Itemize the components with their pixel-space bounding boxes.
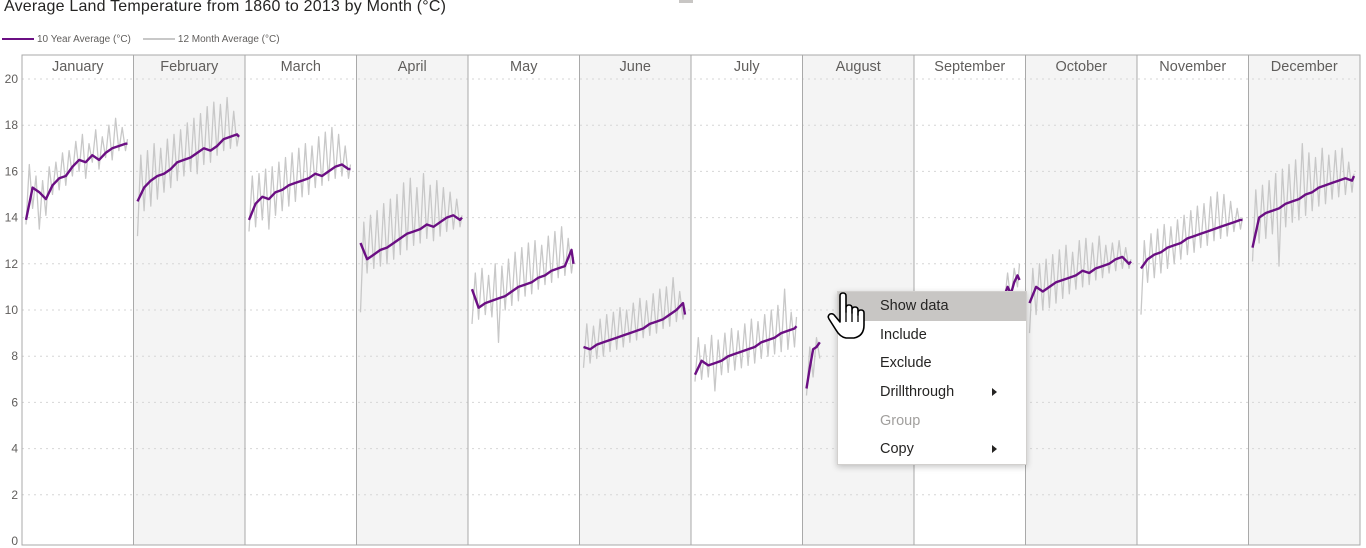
y-tick-label: 14	[5, 211, 19, 225]
menu-item-label: Include	[880, 326, 927, 343]
y-tick-label: 20	[5, 72, 19, 86]
series-12mo-line-january	[25, 117, 129, 230]
y-tick-label: 16	[5, 164, 19, 178]
month-header-january: January	[52, 59, 104, 75]
month-header-february: February	[160, 59, 219, 75]
series-12mo-line-may	[471, 226, 575, 343]
month-header-december: December	[1271, 59, 1338, 75]
menu-item-include[interactable]: Include	[838, 321, 1026, 350]
submenu-arrow-icon	[992, 445, 997, 454]
legend-swatch-10yr	[2, 38, 34, 40]
month-header-september: September	[934, 59, 1005, 75]
month-header-october: October	[1055, 59, 1107, 75]
series-10yr-line-january	[24, 142, 128, 221]
chart-title: Average Land Temperature from 1860 to 20…	[4, 0, 447, 15]
series-12mo-line-february	[136, 96, 240, 237]
series-10yr-line-may	[470, 248, 575, 309]
menu-item-label: Group	[880, 412, 921, 429]
visual-drag-handle[interactable]	[679, 0, 693, 3]
menu-item-group: Group	[838, 407, 1026, 436]
legend-swatch-12mo	[142, 38, 175, 40]
series-10yr-line-march	[247, 163, 351, 221]
series-10yr-line-september	[1003, 274, 1021, 297]
legend-label-12mo: 12 Month Average (°C)	[177, 33, 280, 45]
month-header-july: July	[734, 59, 761, 75]
month-header-november: November	[1159, 59, 1226, 75]
series-12mo-line-november	[1140, 191, 1244, 315]
menu-item-show-data[interactable]: Show data	[838, 292, 1026, 321]
menu-item-label: Exclude	[880, 355, 932, 372]
hand-cursor-icon	[827, 292, 865, 339]
series-12mo-line-march	[248, 126, 352, 232]
month-header-may: May	[510, 59, 538, 75]
series-10yr-line-july	[693, 325, 798, 376]
menu-item-copy[interactable]: Copy	[838, 435, 1026, 464]
y-tick-label: 8	[11, 349, 18, 363]
y-tick-label: 2	[11, 488, 18, 502]
series-10yr-line-december	[1251, 175, 1356, 248]
panel-band	[133, 55, 245, 545]
legend-item-10yr[interactable]: 10 Year Average (°C)	[2, 34, 131, 45]
y-tick-label: 12	[5, 257, 19, 271]
series-10yr-line-august	[805, 341, 821, 389]
month-header-june: June	[620, 59, 651, 75]
chart-legend: 10 Year Average (°C) 12 Month Average (°…	[2, 32, 292, 46]
series-12mo-line-june	[582, 277, 686, 368]
series-12mo-line-december	[1251, 143, 1355, 267]
month-header-august: August	[836, 59, 881, 75]
panel-band	[1248, 55, 1360, 545]
menu-item-drillthrough[interactable]: Drillthrough	[838, 378, 1026, 407]
y-tick-label: 18	[5, 118, 19, 132]
series-10yr-line-june	[583, 301, 687, 351]
legend-label-10yr: 10 Year Average (°C)	[37, 33, 131, 45]
y-tick-label: 10	[5, 303, 19, 317]
series-10yr-line-february	[136, 133, 240, 202]
menu-item-exclude[interactable]: Exclude	[838, 349, 1026, 378]
panel-band	[356, 55, 468, 545]
series-12mo-line-october	[1028, 235, 1132, 334]
context-menu: Show data Include Exclude Drillthrough G…	[837, 291, 1027, 466]
menu-item-label: Drillthrough	[880, 384, 955, 401]
y-tick-label: 0	[11, 534, 18, 548]
y-tick-label: 6	[11, 395, 18, 409]
month-header-march: March	[281, 59, 321, 75]
month-header-april: April	[398, 59, 427, 75]
panel-band	[579, 55, 691, 545]
menu-item-label: Copy	[880, 441, 914, 458]
menu-item-label: Show data	[880, 298, 949, 314]
series-10yr-line-april	[359, 214, 463, 261]
y-tick-label: 4	[11, 442, 18, 456]
submenu-arrow-icon	[992, 388, 997, 397]
series-12mo-line-april	[359, 173, 463, 313]
series-10yr-line-november	[1140, 218, 1243, 270]
series-10yr-line-october	[1028, 255, 1132, 304]
series-12mo-line-july	[694, 288, 798, 392]
legend-item-12mo[interactable]: 12 Month Average (°C)	[142, 33, 280, 45]
